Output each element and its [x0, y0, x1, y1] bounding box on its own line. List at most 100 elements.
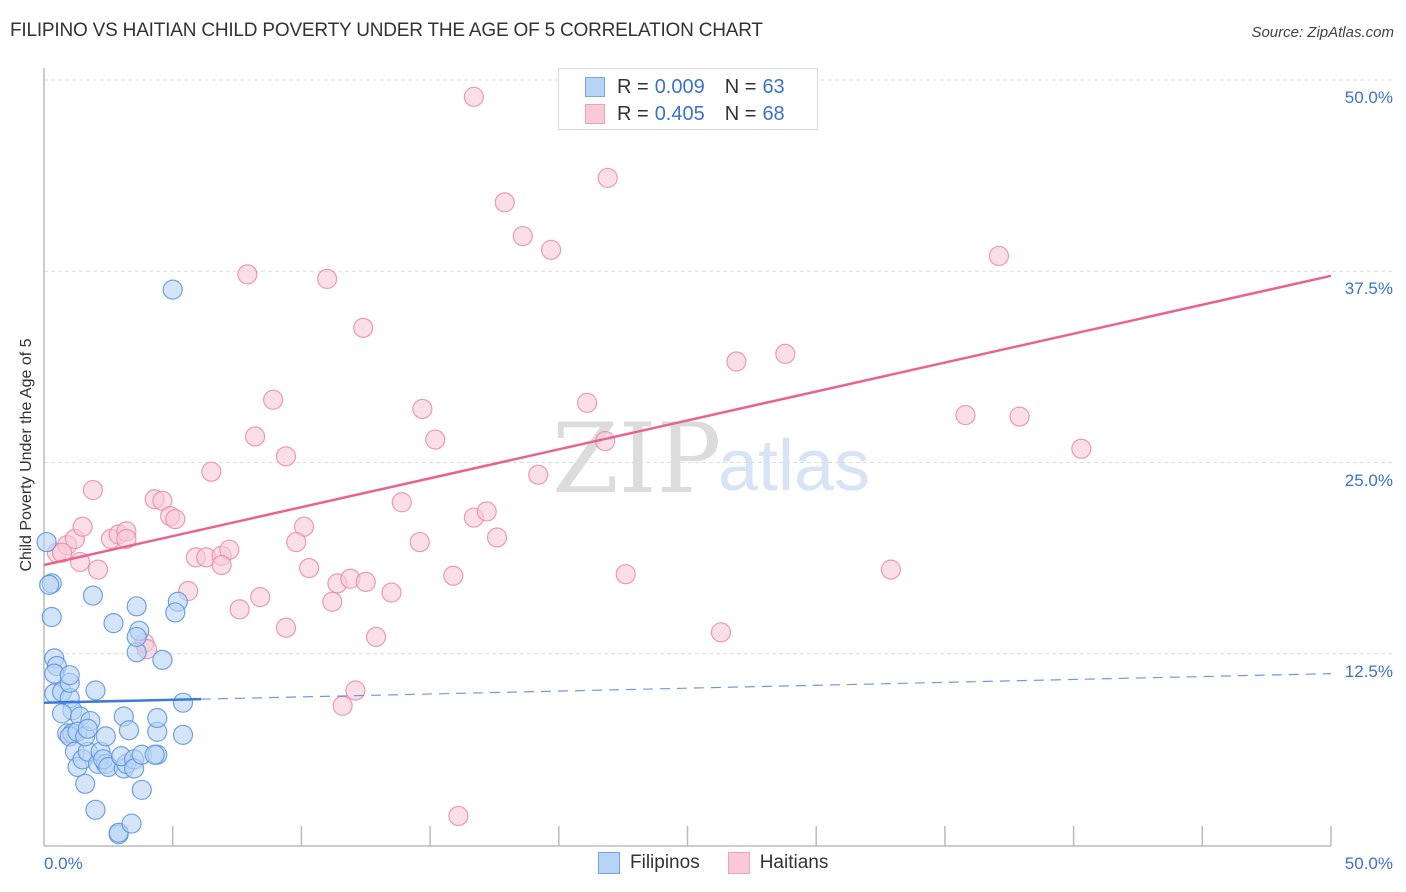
filipinos-point[interactable]: [39, 574, 60, 596]
filipinos-point[interactable]: [59, 665, 80, 686]
haitians-point[interactable]: [955, 404, 976, 426]
haitians-point[interactable]: [299, 557, 320, 579]
haitians-point[interactable]: [412, 398, 433, 420]
watermark-atlas: atlas: [718, 426, 870, 506]
haitians-point[interactable]: [528, 464, 549, 485]
haitians-point[interactable]: [880, 559, 901, 580]
filipinos-point[interactable]: [85, 680, 106, 701]
filipinos-point[interactable]: [118, 720, 140, 741]
haitians-point[interactable]: [116, 528, 137, 550]
filipinos-point[interactable]: [36, 531, 57, 553]
filipinos-point[interactable]: [162, 279, 183, 300]
correlation-legend: R = 0.009 N = 63 R = 0.405 N = 68: [558, 68, 818, 130]
haitians-point[interactable]: [409, 531, 430, 553]
haitians-point[interactable]: [988, 245, 1010, 267]
haitians-point[interactable]: [229, 599, 250, 620]
haitians-point[interactable]: [51, 542, 73, 563]
y-tick-37-5: 37.5%: [1345, 279, 1393, 298]
haitians-point[interactable]: [476, 501, 497, 522]
filipinos-point[interactable]: [172, 724, 194, 745]
haitians-point[interactable]: [463, 86, 484, 107]
haitians-point[interactable]: [710, 622, 732, 643]
filipinos-point[interactable]: [103, 613, 124, 634]
haitians-point[interactable]: [262, 389, 284, 410]
haitians-point[interactable]: [165, 509, 186, 530]
haitians-point[interactable]: [726, 351, 747, 372]
haitians-point[interactable]: [87, 559, 109, 580]
watermark: ZIP atlas: [552, 403, 870, 515]
filipinos-point[interactable]: [165, 602, 186, 623]
haitians-point[interactable]: [317, 268, 338, 289]
haitians-point[interactable]: [577, 392, 598, 413]
haitians-point[interactable]: [365, 626, 387, 648]
haitians-point[interactable]: [597, 167, 618, 189]
legend-item-filipinos[interactable]: Filipinos: [598, 852, 700, 874]
haitians-point[interactable]: [72, 516, 93, 537]
haitians-point[interactable]: [540, 239, 562, 260]
filipinos-point[interactable]: [131, 779, 152, 801]
x-tick-0: 0.0%: [44, 854, 83, 873]
filipinos-point[interactable]: [147, 707, 168, 729]
haitians-point[interactable]: [275, 617, 297, 638]
filipinos-point[interactable]: [126, 626, 147, 648]
filipinos-point[interactable]: [51, 703, 73, 724]
haitians-point[interactable]: [494, 192, 515, 213]
haitians-point[interactable]: [353, 317, 374, 338]
haitians-point[interactable]: [286, 531, 307, 553]
filipinos-points: [36, 279, 194, 845]
haitians-point[interactable]: [775, 343, 796, 364]
haitians-swatch: [727, 852, 750, 874]
haitians-point[interactable]: [425, 429, 446, 450]
haitians-point[interactable]: [211, 554, 232, 576]
haitians-point[interactable]: [1009, 406, 1030, 427]
watermark-zip: ZIP: [552, 403, 721, 515]
haitians-point[interactable]: [486, 527, 508, 548]
haitians-point[interactable]: [345, 680, 366, 701]
legend-row-filipinos: R = 0.009 N = 63: [585, 75, 785, 99]
legend-n-value: 68: [762, 102, 785, 125]
haitians-point[interactable]: [322, 591, 343, 612]
filipinos-point[interactable]: [144, 744, 165, 765]
haitians-point[interactable]: [332, 695, 353, 716]
legend-label-filipinos: Filipinos: [630, 852, 700, 873]
chart-title: FILIPINO VS HAITIAN CHILD POVERTY UNDER …: [10, 20, 763, 41]
haitians-point[interactable]: [1071, 438, 1092, 459]
filipinos-trend-dashed: [201, 673, 1332, 700]
filipinos-point[interactable]: [121, 813, 142, 834]
legend-n-value: 63: [762, 75, 785, 98]
filipinos-point[interactable]: [126, 596, 147, 617]
series-legend: Filipinos Haitians: [598, 852, 856, 874]
filipinos-point[interactable]: [82, 585, 104, 606]
haitians-point[interactable]: [244, 426, 266, 447]
haitians-point[interactable]: [615, 564, 636, 585]
legend-r-label: R =: [617, 75, 649, 98]
filipinos-point[interactable]: [172, 692, 194, 713]
haitians-trend-line: [43, 274, 1332, 567]
haitians-point[interactable]: [512, 225, 533, 247]
filipinos-swatch: [585, 77, 605, 97]
haitians-point[interactable]: [275, 446, 297, 467]
haitians-point[interactable]: [82, 479, 104, 501]
x-tick-50: 50.0%: [1345, 854, 1393, 873]
legend-item-haitians[interactable]: Haitians: [727, 852, 828, 874]
haitians-point[interactable]: [201, 461, 222, 482]
haitians-point[interactable]: [237, 264, 258, 285]
filipinos-point[interactable]: [85, 799, 106, 820]
filipinos-point[interactable]: [152, 649, 173, 670]
filipinos-point[interactable]: [77, 718, 98, 739]
filipinos-swatch: [598, 852, 620, 874]
filipinos-point[interactable]: [95, 726, 116, 747]
legend-r-value: 0.009: [654, 75, 705, 98]
haitians-point[interactable]: [355, 571, 376, 592]
haitians-point[interactable]: [391, 492, 412, 513]
haitians-point[interactable]: [381, 582, 402, 603]
filipinos-point[interactable]: [41, 606, 62, 628]
trend-lines: [43, 274, 1332, 704]
haitians-point[interactable]: [448, 805, 469, 827]
haitians-point[interactable]: [443, 565, 464, 586]
haitians-point[interactable]: [250, 587, 271, 608]
filipinos-point[interactable]: [75, 773, 96, 794]
legend-r-value: 0.405: [654, 102, 705, 125]
x-ticks: [171, 826, 1332, 846]
